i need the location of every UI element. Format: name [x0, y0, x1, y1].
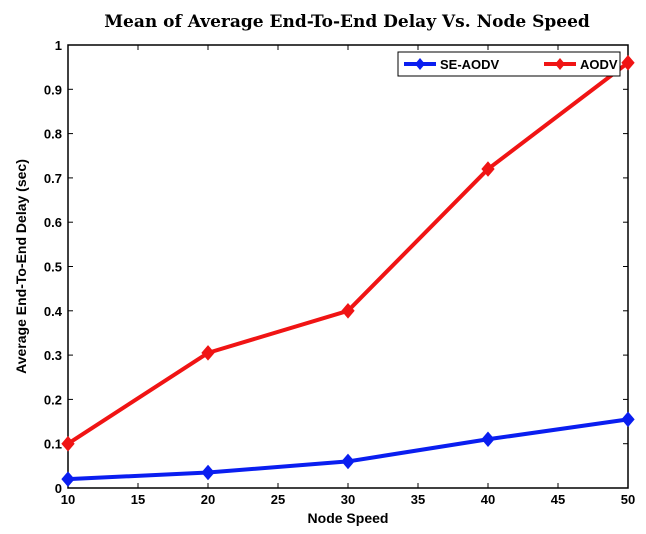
legend-box [397, 51, 621, 77]
y-tick-label: 0.4 [44, 304, 63, 319]
y-tick-label: 0 [55, 481, 62, 496]
legend-marker-se-aodv [415, 58, 425, 70]
y-tick-label: 0.2 [44, 392, 62, 407]
data-point-aodv [481, 161, 495, 177]
y-tick-label: 0.7 [44, 171, 62, 186]
x-tick-label: 50 [621, 492, 635, 507]
data-point-se-aodv [621, 411, 635, 428]
series-layer [61, 54, 635, 487]
legend-marker-aodv [555, 58, 565, 70]
chart-title: Mean of Average End-To-End Delay Vs. Nod… [104, 12, 590, 32]
legend: SE-AODV AODV [397, 51, 621, 77]
data-point-aodv [61, 435, 75, 452]
y-tick-label: 0.8 [44, 127, 62, 142]
data-point-aodv [201, 345, 215, 361]
y-tick-label: 0.9 [44, 82, 62, 97]
data-point-se-aodv [201, 464, 215, 481]
y-axis-label: Average End-To-End Delay (sec) [13, 159, 29, 374]
legend-label-aodv: AODV [580, 57, 618, 72]
data-point-se-aodv [341, 453, 355, 470]
y-tick-label: 0.1 [44, 437, 62, 452]
x-tick-label: 40 [481, 492, 495, 507]
axis-ticks: 10 15 20 25 30 35 40 45 50 0 0.1 0.2 0.3 0.4 0.5 0.6 0.7… [44, 38, 635, 507]
x-tick-label: 10 [61, 492, 75, 507]
data-point-aodv [341, 303, 355, 319]
x-tick-label: 20 [201, 492, 215, 507]
legend-label-se-aodv: SE-AODV [440, 57, 500, 72]
plot-area [67, 44, 629, 489]
data-point-se-aodv [481, 431, 495, 448]
data-point-se-aodv [61, 471, 75, 487]
x-tick-label: 15 [131, 492, 145, 507]
x-tick-label: 30 [341, 492, 355, 507]
data-point-aodv [621, 54, 635, 71]
y-tick-label: 0.6 [44, 215, 62, 230]
y-tick-label: 1 [55, 38, 62, 53]
x-tick-label: 35 [411, 492, 425, 507]
x-tick-label: 25 [271, 492, 285, 507]
y-tick-label: 0.3 [44, 348, 62, 363]
x-tick-label: 45 [551, 492, 565, 507]
x-axis-label: Node Speed [308, 510, 389, 526]
y-tick-label: 0.5 [44, 260, 62, 275]
